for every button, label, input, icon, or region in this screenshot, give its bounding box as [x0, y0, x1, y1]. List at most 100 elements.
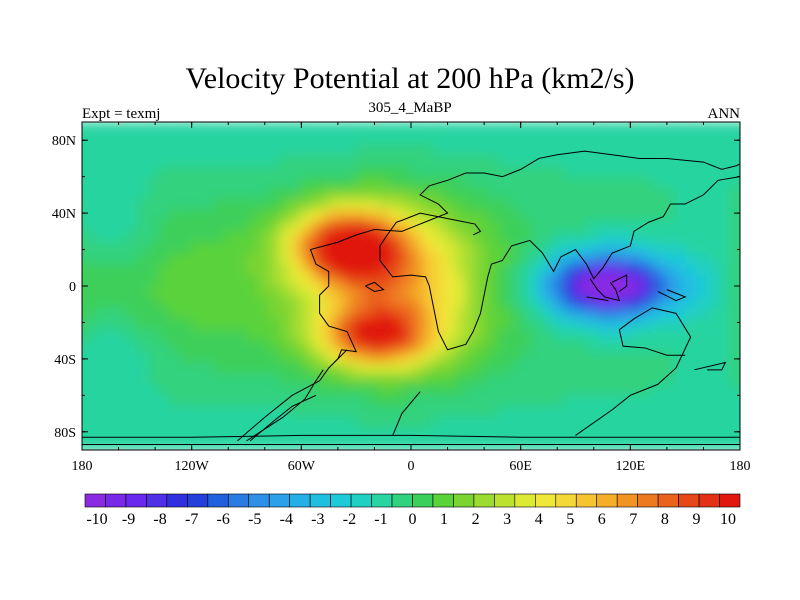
field-cell [674, 275, 686, 287]
field-cell [729, 286, 740, 298]
field-cell [82, 373, 94, 385]
field-cell [630, 209, 642, 221]
field-cell [597, 275, 609, 287]
field-cell [663, 143, 675, 156]
y-tick-label: 80S [54, 426, 76, 441]
field-cell [268, 296, 280, 309]
field-cell [224, 264, 237, 276]
field-cell [696, 373, 708, 385]
field-cell [367, 275, 379, 287]
field-cell [345, 242, 357, 254]
field-cell [411, 362, 423, 375]
field-cell [564, 209, 577, 221]
field-cell [608, 395, 620, 407]
field-cell [169, 373, 182, 385]
field-cell [740, 220, 752, 232]
field-cell [213, 176, 226, 189]
field-cell [82, 417, 94, 429]
field-cell [487, 351, 500, 364]
field-cell [136, 220, 149, 232]
field-cell [125, 132, 138, 145]
field-cell [290, 253, 302, 265]
field-cell [235, 406, 248, 418]
field-cell [400, 264, 412, 276]
field-cell [487, 264, 500, 276]
field-cell [421, 220, 434, 232]
field-cell [290, 329, 302, 342]
field-cell [202, 143, 215, 156]
field-cell [421, 187, 434, 200]
field-cell [487, 242, 500, 254]
field-cell [509, 242, 522, 254]
field-cell [356, 329, 368, 342]
field-cell [125, 406, 138, 418]
colorbar-label: -9 [122, 511, 135, 528]
field-cell [103, 286, 116, 298]
field-cell [564, 362, 577, 375]
field-cell [476, 384, 489, 396]
field-cell [400, 307, 412, 320]
field-cell [465, 362, 478, 375]
field-cell [454, 275, 467, 287]
field-cell [663, 253, 675, 265]
field-cell [597, 428, 609, 440]
field-cell [411, 231, 423, 243]
field-cell [443, 428, 456, 440]
field-cell [213, 132, 226, 145]
field-cell [246, 428, 259, 440]
field-cell [564, 264, 577, 276]
field-cell [400, 351, 412, 364]
field-cell [82, 340, 83, 353]
field-cell [509, 318, 522, 331]
field-cell [630, 362, 642, 375]
field-cell [60, 264, 72, 276]
field-cell [180, 417, 193, 429]
field-cell [378, 318, 390, 331]
field-cell [729, 198, 740, 211]
field-cell [213, 417, 226, 429]
field-cell [498, 340, 511, 353]
field-cell [191, 220, 204, 232]
field-cell [92, 242, 105, 254]
field-cell [619, 198, 631, 211]
field-cell [729, 165, 740, 178]
colorbar-swatch [596, 493, 618, 508]
field-cell [169, 253, 182, 265]
field-cell [520, 198, 533, 211]
field-cell [476, 329, 489, 342]
field-cell [652, 275, 664, 287]
field-cell [498, 231, 511, 243]
field-cell [125, 384, 138, 396]
field-cell [630, 296, 642, 309]
field-cell [312, 286, 324, 298]
field-cell [334, 220, 346, 232]
field-cell [729, 417, 740, 429]
coastline [249, 394, 317, 442]
field-cell [498, 318, 511, 331]
field-cell [136, 187, 149, 200]
field-cell [520, 296, 533, 309]
field-cell [740, 439, 752, 451]
colorbar-swatch [453, 493, 475, 508]
colorbar-swatch [105, 493, 127, 508]
field-cell [575, 340, 588, 353]
field-cell [411, 307, 423, 320]
field-cell [729, 318, 740, 331]
field-cell [454, 395, 467, 407]
field-cell [542, 296, 555, 309]
field-cell [729, 242, 740, 254]
field-cell [235, 286, 248, 298]
field-cell [389, 428, 401, 440]
field-cell [685, 132, 697, 145]
colorbar-label: -5 [248, 511, 261, 528]
field-cell [158, 286, 171, 298]
field-cell [520, 275, 533, 287]
field-cell [619, 220, 631, 232]
field-cell [586, 384, 599, 396]
field-cell [454, 307, 467, 320]
field-cell [542, 351, 555, 364]
field-cell [520, 231, 533, 243]
field-cell [454, 122, 467, 134]
field-cell [224, 417, 237, 429]
field-cell [158, 296, 171, 309]
